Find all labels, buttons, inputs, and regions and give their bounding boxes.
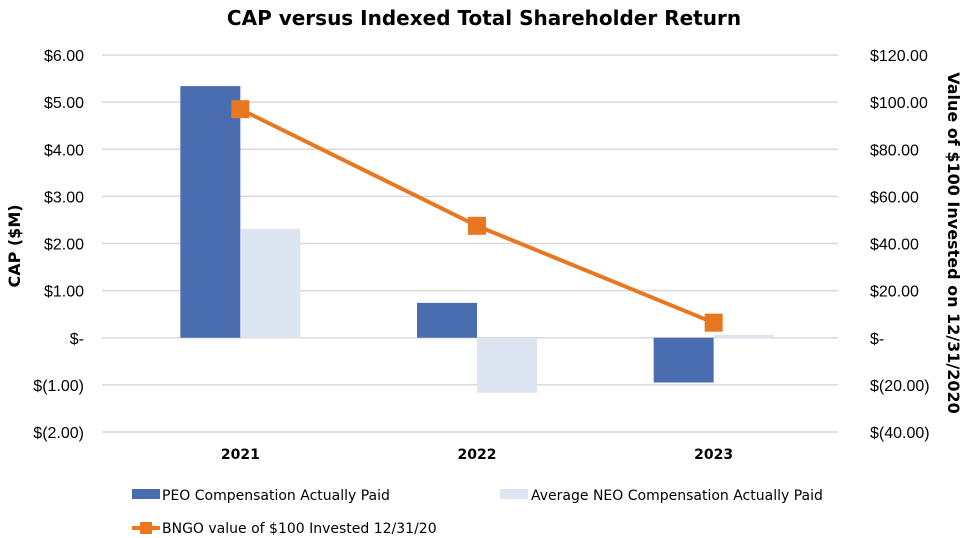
marker-bngo-2023 — [704, 313, 723, 332]
y2-axis-label: Value of $100 Invested on 12/31/2020 — [944, 72, 963, 414]
y-tick-label: $4.00 — [44, 142, 84, 159]
bar-neo-2023 — [713, 334, 774, 338]
y-tick-label: $5.00 — [44, 95, 84, 112]
y2-tick-label: $(20.00) — [870, 378, 930, 395]
marker-bngo-2021 — [231, 100, 250, 119]
y2-tick-label: $40.00 — [870, 237, 919, 254]
y2-tick-label: $(40.00) — [870, 425, 930, 442]
x-axis: 2021 2022 2023 — [221, 447, 733, 463]
y2-tick-label: $60.00 — [870, 189, 919, 206]
y-axis-right: $(40.00) $(20.00) $- $20.00 $40.00 $60.00 $80.… — [870, 48, 930, 442]
y-tick-label: $6.00 — [44, 48, 84, 65]
y-tick-label: $(2.00) — [33, 425, 84, 442]
y-tick-label: $(1.00) — [33, 378, 84, 395]
y-tick-label: $2.00 — [44, 237, 84, 254]
y-tick-label: $- — [70, 331, 84, 348]
y-axis-label: CAP ($M) — [5, 204, 24, 287]
x-tick-label: 2021 — [221, 447, 260, 463]
legend-swatch-marker-bngo — [140, 522, 152, 534]
bar-peo-2021 — [180, 86, 241, 338]
y2-tick-label: $100.00 — [870, 95, 928, 112]
bar-peo-2023 — [653, 337, 714, 383]
chart-title: CAP versus Indexed Total Shareholder Ret… — [227, 6, 741, 30]
legend-swatch-peo — [132, 489, 160, 499]
y2-tick-label: $120.00 — [870, 48, 928, 65]
legend: PEO Compensation Actually Paid Average NE… — [132, 488, 823, 537]
bar-neo-2022 — [477, 337, 537, 393]
y-tick-label: $3.00 — [44, 189, 84, 206]
marker-bngo-2022 — [468, 216, 486, 235]
y2-tick-label: $20.00 — [870, 284, 919, 301]
legend-label-peo: PEO Compensation Actually Paid — [162, 488, 390, 504]
y-tick-label: $1.00 — [44, 284, 84, 301]
line-series — [231, 100, 723, 332]
y2-tick-label: $80.00 — [870, 142, 919, 159]
y2-tick-label: $- — [870, 331, 884, 348]
legend-swatch-neo — [500, 489, 528, 499]
bar-neo-2021 — [240, 228, 301, 338]
x-tick-label: 2023 — [694, 447, 733, 463]
bar-peo-2022 — [417, 302, 477, 338]
x-tick-label: 2022 — [458, 447, 497, 463]
bars — [180, 86, 774, 393]
legend-label-neo: Average NEO Compensation Actually Paid — [531, 488, 823, 504]
legend-label-bngo: BNGO value of $100 Invested 12/31/20 — [162, 521, 437, 537]
y-axis-left: $(2.00) $(1.00) $- $1.00 $2.00 $3.00 $4.00 $5.0… — [33, 48, 84, 442]
